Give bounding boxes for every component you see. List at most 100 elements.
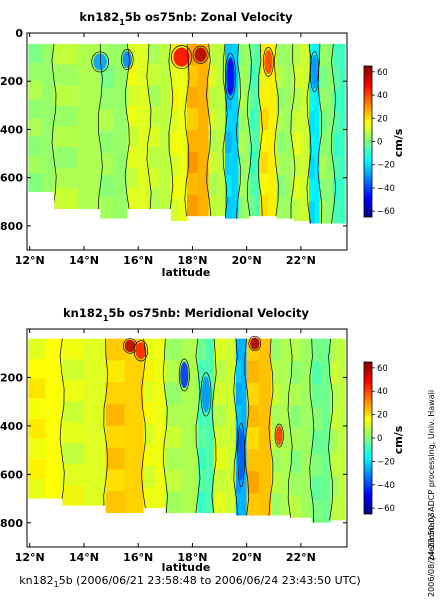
velocity-cell xyxy=(54,147,78,168)
velocity-cell xyxy=(214,447,225,470)
velocity-cell xyxy=(290,338,301,362)
velocity-cell xyxy=(170,66,179,89)
zero-contour xyxy=(244,338,250,516)
velocity-cell xyxy=(271,427,281,450)
velocity-cell xyxy=(246,493,259,516)
velocity-cell xyxy=(249,86,255,109)
zero-contour xyxy=(235,43,241,219)
velocity-cell xyxy=(276,196,285,219)
x-tick-label: 14°N xyxy=(69,254,99,267)
velocity-cell xyxy=(143,465,155,488)
velocity-cell xyxy=(197,425,206,448)
velocity-cell xyxy=(105,425,125,448)
zero-contour xyxy=(224,52,236,100)
zero-contour xyxy=(287,338,293,518)
velocity-cell xyxy=(225,87,232,110)
velocity-cell xyxy=(100,153,114,175)
zero-contour xyxy=(309,338,315,523)
zero-contour xyxy=(141,338,147,509)
velocity-cell xyxy=(28,438,46,459)
velocity-cell xyxy=(330,452,339,475)
zero-contour xyxy=(178,358,190,392)
velocity-feature xyxy=(238,428,244,482)
velocity-cell xyxy=(276,65,285,88)
velocity-cell xyxy=(165,360,182,383)
velocity-cell xyxy=(246,360,259,383)
velocity-cell xyxy=(292,132,301,155)
velocity-cell xyxy=(271,493,281,516)
velocity-cell xyxy=(249,151,255,174)
colorbar: −60 −40 −20 0 20 40 60 xyxy=(363,361,395,515)
velocity-cell xyxy=(235,338,242,361)
velocity-cell xyxy=(319,43,327,67)
velocity-cell xyxy=(187,43,198,66)
velocity-cell xyxy=(197,447,206,470)
y-tick-label: 400 xyxy=(0,123,23,136)
velocity-cell xyxy=(333,178,340,202)
velocity-cell xyxy=(208,108,217,130)
velocity-cell xyxy=(28,118,42,137)
velocity-cell xyxy=(309,111,315,134)
velocity-cell xyxy=(333,88,340,112)
y-tick-label: 400 xyxy=(0,420,23,433)
velocity-cell xyxy=(62,443,84,464)
zero-contour xyxy=(246,43,252,217)
velocity-cell xyxy=(290,473,301,496)
colorbar-tick-label: 0 xyxy=(377,138,382,148)
zero-contour xyxy=(103,338,109,514)
velocity-cell xyxy=(271,338,281,361)
velocity-cell xyxy=(214,404,225,426)
x-tick-label: 14°N xyxy=(69,551,99,564)
velocity-feature xyxy=(180,361,189,389)
velocity-cell xyxy=(127,105,139,127)
colorbar-tick-label: 40 xyxy=(377,91,388,101)
velocity-cell xyxy=(271,405,281,428)
velocity-cell xyxy=(333,66,340,89)
velocity-cell xyxy=(319,88,327,112)
zero-contour xyxy=(257,43,263,217)
velocity-cell xyxy=(143,487,155,509)
velocity-feature xyxy=(135,342,147,360)
velocity-cell xyxy=(165,447,182,470)
velocity-cell xyxy=(311,499,322,523)
velocity-cell xyxy=(271,382,281,405)
zero-contour xyxy=(237,422,245,488)
velocity-cell xyxy=(309,88,315,112)
velocity-cell xyxy=(54,167,78,189)
velocity-cell xyxy=(290,450,301,474)
x-tick-label: 12°N xyxy=(15,551,45,564)
velocity-cell xyxy=(238,65,244,88)
velocity-cell xyxy=(311,361,322,385)
y-tick-label: 200 xyxy=(0,75,23,88)
velocity-cell xyxy=(235,382,242,405)
velocity-feature xyxy=(93,53,107,71)
x-axis: 12°N 14°N 16°N 18°N 20°N 22°N xyxy=(15,329,316,564)
velocity-cell xyxy=(225,153,232,175)
velocity-cell xyxy=(149,43,160,65)
velocity-cell xyxy=(187,86,198,109)
heatmap-plot-area xyxy=(26,32,348,251)
velocity-cell xyxy=(333,111,340,134)
velocity-cell xyxy=(143,402,155,424)
velocity-cell xyxy=(100,87,114,110)
velocity-cell xyxy=(208,130,217,152)
velocity-cell xyxy=(28,173,42,193)
velocity-cell xyxy=(292,66,301,89)
velocity-cell xyxy=(165,469,182,492)
colorbar-tick-label: −60 xyxy=(377,207,395,217)
velocity-cell xyxy=(127,64,139,86)
velocity-cell xyxy=(276,175,285,197)
velocity-feature xyxy=(311,54,318,89)
velocity-cell xyxy=(260,194,269,217)
velocity-cell xyxy=(235,449,242,472)
velocity-cell xyxy=(238,131,244,154)
velocity-cell xyxy=(28,418,46,439)
velocity-cell xyxy=(127,188,139,209)
colorbar-tick-label: 20 xyxy=(377,114,388,124)
colorbar-label: cm/s xyxy=(392,425,405,454)
velocity-cell xyxy=(149,147,160,168)
velocity-cell xyxy=(292,176,301,199)
velocity-cell xyxy=(246,427,259,450)
velocity-cell xyxy=(246,449,259,472)
colorbar-scale xyxy=(363,65,373,218)
